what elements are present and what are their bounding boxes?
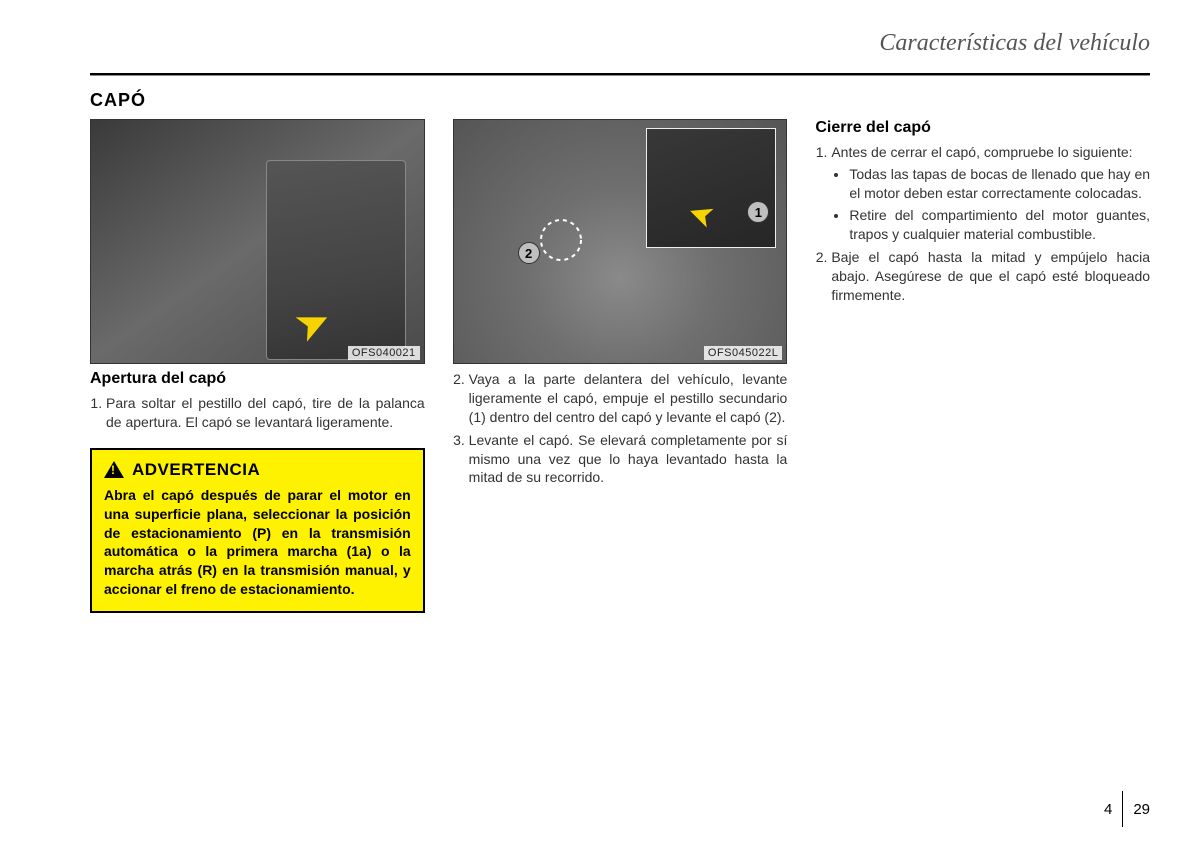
step-text: Antes de cerrar el capó, compruebe lo si… [831, 144, 1132, 160]
page-header: Características del vehículo [90, 30, 1150, 63]
chapter-number: 4 [1104, 801, 1112, 818]
warning-triangle-icon [104, 461, 124, 478]
subheading-closing: Cierre del capó [815, 119, 1150, 137]
list-item: Baje el capó hasta la mitad y empújelo h… [831, 248, 1150, 305]
warning-box: ADVERTENCIA Abra el capó después de para… [90, 448, 425, 613]
header-rule [90, 73, 1150, 76]
subheading-opening: Apertura del capó [90, 370, 425, 388]
photo-hood-release-lever: ➤ OFS040021 [90, 119, 425, 364]
list-item: Antes de cerrar el capó, compruebe lo si… [831, 143, 1150, 243]
page: Características del vehículo CAPÓ ➤ OFS0… [0, 0, 1200, 613]
dashed-circle-icon [536, 215, 586, 265]
list-item: Vaya a la parte delantera del vehículo, … [469, 370, 788, 427]
closing-steps: Antes de cerrar el capó, compruebe lo si… [815, 143, 1150, 305]
page-number: 29 [1133, 801, 1150, 818]
columns: ➤ OFS040021 Apertura del capó Para solta… [90, 119, 1150, 613]
column-3: Cierre del capó Antes de cerrar el capó,… [815, 119, 1150, 613]
photo-hood-front: ➤ 1 2 OFS045022L [453, 119, 788, 364]
arrow-icon: ➤ [684, 196, 717, 235]
lever-graphic: ➤ [266, 160, 406, 360]
page-footer: 4 29 [1104, 791, 1150, 827]
photo-label: OFS040021 [348, 346, 420, 360]
latch-inset-graphic: ➤ 1 [646, 128, 776, 248]
closing-bullets: Todas las tapas de bocas de llenado que … [833, 165, 1150, 244]
footer-divider [1122, 791, 1123, 827]
opening-steps-cont: Vaya a la parte delantera del vehículo, … [453, 370, 788, 487]
warning-title-text: ADVERTENCIA [132, 460, 260, 480]
column-1: ➤ OFS040021 Apertura del capó Para solta… [90, 119, 425, 613]
arrow-icon: ➤ [289, 296, 337, 350]
column-2: ➤ 1 2 OFS045022L Vaya a la parte delante… [453, 119, 788, 613]
warning-title-row: ADVERTENCIA [104, 460, 411, 480]
opening-steps: Para soltar el pestillo del capó, tire d… [90, 394, 425, 432]
list-item: Retire del compartimiento del motor guan… [849, 206, 1150, 244]
list-item: Para soltar el pestillo del capó, tire d… [106, 394, 425, 432]
section-title: CAPÓ [90, 90, 1150, 111]
marker-1: 1 [747, 201, 769, 223]
list-item: Todas las tapas de bocas de llenado que … [849, 165, 1150, 203]
photo-label: OFS045022L [704, 346, 782, 360]
list-item: Levante el capó. Se elevará completament… [469, 431, 788, 488]
warning-body: Abra el capó después de parar el motor e… [104, 486, 411, 599]
